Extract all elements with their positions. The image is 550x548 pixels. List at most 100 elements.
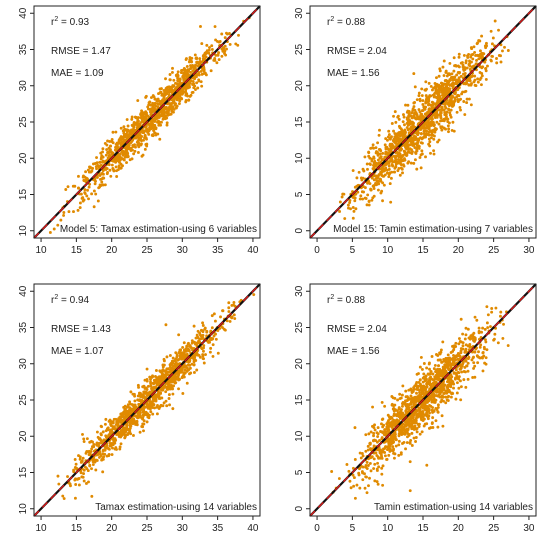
data-point bbox=[192, 324, 196, 328]
data-point bbox=[422, 106, 426, 110]
data-point bbox=[140, 395, 144, 399]
x-tick-label: 35 bbox=[212, 523, 224, 534]
data-point bbox=[384, 145, 388, 149]
x-tick-label: 30 bbox=[523, 245, 535, 256]
data-point bbox=[142, 422, 146, 426]
data-point bbox=[414, 152, 418, 155]
data-point bbox=[108, 150, 112, 154]
data-point bbox=[197, 79, 201, 83]
data-point bbox=[171, 380, 175, 384]
data-point bbox=[416, 144, 420, 148]
data-point bbox=[451, 78, 455, 82]
data-point bbox=[126, 124, 130, 128]
data-point bbox=[474, 84, 478, 88]
data-point bbox=[387, 453, 391, 457]
data-point bbox=[189, 70, 192, 74]
data-point bbox=[410, 111, 414, 115]
data-point bbox=[377, 465, 381, 469]
data-point bbox=[454, 345, 458, 348]
data-point bbox=[423, 135, 427, 139]
data-point bbox=[128, 158, 132, 162]
data-point bbox=[424, 155, 427, 159]
data-point bbox=[184, 100, 188, 104]
data-point bbox=[177, 333, 181, 337]
data-point bbox=[388, 142, 392, 146]
data-point bbox=[125, 136, 129, 140]
data-point bbox=[452, 386, 455, 390]
data-point bbox=[222, 327, 226, 331]
data-point bbox=[430, 117, 433, 121]
data-point bbox=[446, 380, 449, 384]
data-point bbox=[185, 381, 189, 385]
data-point bbox=[464, 385, 468, 389]
x-tick-label: 20 bbox=[106, 523, 118, 534]
data-point bbox=[387, 425, 390, 428]
data-point bbox=[205, 329, 209, 333]
data-point bbox=[459, 349, 463, 353]
data-point bbox=[155, 376, 159, 380]
data-point bbox=[476, 41, 479, 45]
data-point bbox=[149, 96, 153, 100]
data-point bbox=[191, 90, 195, 94]
data-point bbox=[397, 407, 401, 411]
data-point bbox=[397, 117, 401, 121]
data-point bbox=[137, 402, 141, 406]
data-point bbox=[419, 112, 423, 116]
data-point bbox=[427, 121, 431, 125]
data-point bbox=[177, 96, 181, 100]
data-point bbox=[85, 450, 89, 453]
data-point bbox=[81, 432, 84, 436]
data-point bbox=[174, 381, 178, 385]
data-point bbox=[364, 475, 368, 479]
data-point bbox=[128, 132, 132, 136]
data-point bbox=[430, 104, 434, 107]
data-point bbox=[459, 74, 463, 78]
data-point bbox=[486, 326, 490, 329]
data-point bbox=[136, 139, 140, 143]
data-point bbox=[431, 88, 434, 92]
data-point bbox=[81, 175, 85, 179]
data-point bbox=[387, 164, 391, 168]
data-point bbox=[104, 166, 108, 170]
data-point bbox=[377, 173, 381, 177]
data-point bbox=[383, 168, 387, 172]
data-point bbox=[480, 34, 484, 38]
data-point bbox=[167, 397, 171, 400]
data-point bbox=[158, 91, 162, 94]
data-point bbox=[69, 484, 72, 488]
data-point bbox=[399, 163, 403, 167]
data-point bbox=[87, 449, 91, 453]
data-point bbox=[180, 68, 183, 72]
data-point bbox=[404, 410, 408, 414]
data-point bbox=[168, 73, 172, 76]
data-point bbox=[200, 42, 204, 46]
data-point bbox=[454, 397, 458, 401]
data-point bbox=[392, 422, 396, 426]
data-point bbox=[425, 113, 429, 117]
y-tick-label: 20 bbox=[294, 80, 305, 92]
data-point bbox=[113, 441, 117, 445]
data-point bbox=[198, 62, 201, 66]
data-point bbox=[183, 368, 187, 372]
data-point bbox=[186, 363, 190, 367]
data-point bbox=[463, 66, 467, 70]
data-point bbox=[59, 218, 63, 222]
data-point bbox=[464, 359, 468, 363]
data-point bbox=[112, 417, 116, 421]
data-point bbox=[452, 69, 456, 73]
data-point bbox=[188, 94, 192, 98]
data-point bbox=[432, 152, 436, 156]
data-point bbox=[119, 412, 123, 416]
data-point bbox=[179, 71, 183, 75]
data-point bbox=[431, 372, 435, 376]
data-point bbox=[440, 398, 444, 402]
data-point bbox=[402, 149, 406, 153]
data-point bbox=[203, 71, 207, 75]
data-point bbox=[424, 374, 428, 378]
data-point bbox=[484, 340, 488, 344]
data-point bbox=[88, 463, 92, 467]
data-point bbox=[457, 386, 461, 390]
data-point bbox=[211, 354, 215, 358]
data-point bbox=[114, 142, 118, 146]
data-point bbox=[456, 97, 460, 101]
